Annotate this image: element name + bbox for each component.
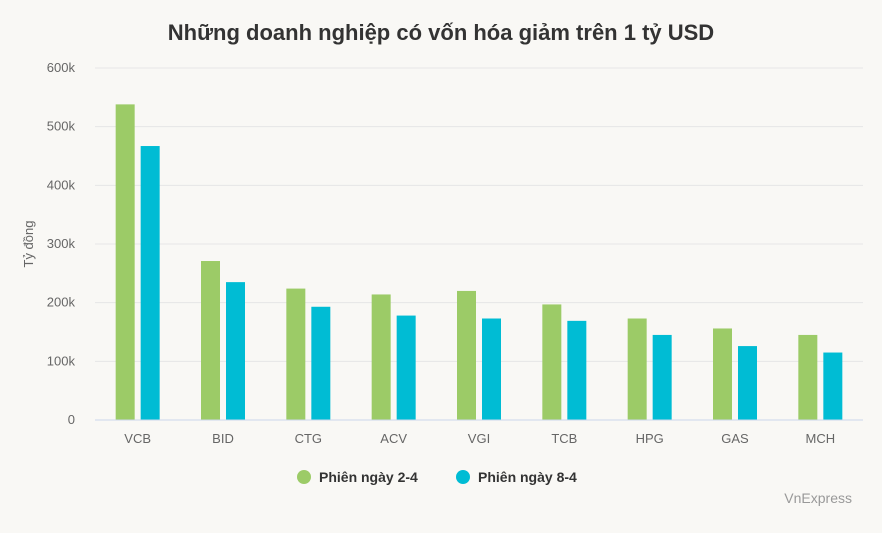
bar-mch-series-1[interactable] bbox=[798, 334, 818, 420]
credit-label: VnExpress bbox=[784, 490, 852, 506]
x-tick-label: CTG bbox=[295, 431, 322, 446]
x-tick-label: TCB bbox=[551, 431, 577, 446]
legend-marker-series-1[interactable] bbox=[297, 470, 311, 484]
y-tick-label: 300k bbox=[47, 236, 76, 251]
bar-vcb-series-1[interactable] bbox=[115, 104, 135, 420]
bar-gas-series-1[interactable] bbox=[713, 328, 732, 420]
legend-marker-series-2[interactable] bbox=[456, 470, 470, 484]
bar-tcb-series-2[interactable] bbox=[567, 320, 587, 420]
y-tick-label: 200k bbox=[47, 295, 76, 310]
y-tick-label: 400k bbox=[47, 177, 76, 192]
bar-vcb-series-2[interactable] bbox=[140, 146, 160, 420]
x-tick-label: HPG bbox=[636, 431, 664, 446]
bars bbox=[115, 104, 843, 420]
x-tick-label: VCB bbox=[124, 431, 151, 446]
legend: Phiên ngày 2-4 Phiên ngày 8-4 bbox=[297, 469, 577, 485]
bar-bid-series-1[interactable] bbox=[201, 261, 220, 420]
y-tick-label: 600k bbox=[47, 60, 76, 75]
bar-gas-series-2[interactable] bbox=[738, 346, 757, 420]
x-tick-label: GAS bbox=[721, 431, 749, 446]
y-tick-label: 500k bbox=[47, 119, 76, 134]
bar-ctg-series-1[interactable] bbox=[286, 288, 306, 420]
bar-acv-series-2[interactable] bbox=[396, 315, 416, 420]
legend-label-series-2[interactable]: Phiên ngày 8-4 bbox=[478, 469, 577, 485]
bar-hpg-series-2[interactable] bbox=[652, 334, 672, 420]
bar-tcb-series-1[interactable] bbox=[542, 304, 562, 420]
bar-hpg-series-1[interactable] bbox=[627, 318, 647, 420]
bar-vgi-series-1[interactable] bbox=[457, 290, 476, 420]
x-tick-label: VGI bbox=[468, 431, 490, 446]
bar-vgi-series-2[interactable] bbox=[482, 318, 501, 420]
bar-ctg-series-2[interactable] bbox=[311, 306, 331, 420]
y-tick-label: 0 bbox=[68, 412, 75, 427]
y-tick-label: 100k bbox=[47, 353, 76, 368]
bar-mch-series-2[interactable] bbox=[823, 352, 843, 420]
bar-bid-series-2[interactable] bbox=[226, 282, 245, 420]
x-tick-label: BID bbox=[212, 431, 234, 446]
x-tick-label: MCH bbox=[806, 431, 836, 446]
legend-label-series-1[interactable]: Phiên ngày 2-4 bbox=[319, 469, 418, 485]
chart-title: Những doanh nghiệp có vốn hóa giảm trên … bbox=[168, 20, 714, 45]
y-axis-ticks: 0 100k 200k 300k 400k 500k 600k bbox=[47, 60, 76, 427]
bar-acv-series-1[interactable] bbox=[371, 294, 391, 420]
y-axis-label: Tỷ đồng bbox=[21, 221, 36, 268]
x-tick-label: ACV bbox=[380, 431, 407, 446]
gridlines bbox=[95, 67, 863, 362]
x-axis-ticks: VCB BID CTG ACV VGI TCB HPG GAS MCH bbox=[124, 431, 835, 446]
